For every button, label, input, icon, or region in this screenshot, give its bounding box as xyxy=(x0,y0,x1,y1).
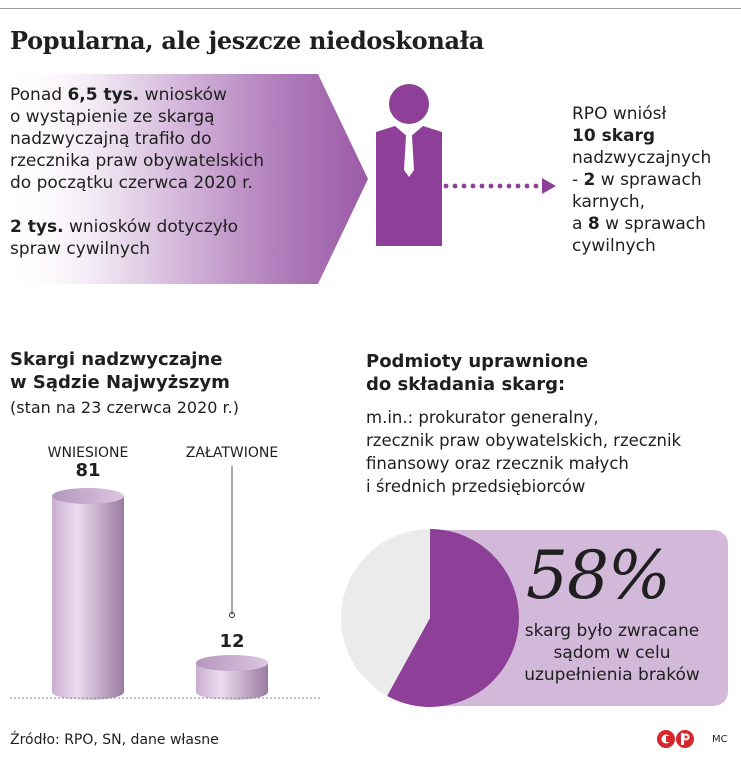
rpo-text: RPO wniósł 10 skarg nadzwyczajnych - 2 w… xyxy=(572,103,741,257)
bar-wniesione xyxy=(52,488,124,700)
dotted-arrow-icon xyxy=(443,178,556,194)
bar-zalatwione xyxy=(196,654,268,700)
pie-description-line: sądom w celu xyxy=(553,643,671,663)
rpo-line: cywilnych xyxy=(572,236,656,256)
intro-text-part: Ponad xyxy=(10,85,68,105)
source-note: Źródło: RPO, SN, dane własne xyxy=(10,732,219,748)
intro-line: o wystąpienie ze skargą xyxy=(10,107,215,127)
intro-highlight: 2 tys. xyxy=(10,217,64,237)
rpo-highlight: 2 xyxy=(583,170,596,190)
podmioty-line: m.in.: prokurator generalny, xyxy=(366,408,599,427)
cp-logo-icon xyxy=(657,730,694,748)
author-credit: MC xyxy=(712,734,728,745)
category-label: ZAŁATWIONE xyxy=(186,445,278,461)
intro-text-part: wniosków dotyczyło xyxy=(63,217,239,237)
rpo-text-part: w sprawach xyxy=(595,170,702,190)
pie-description: skarg było zwracane sądom w celu uzupełn… xyxy=(498,620,726,686)
intro-line: rzecznika praw obywatelskich xyxy=(10,151,264,171)
bar-body xyxy=(52,496,124,692)
podmioty-line: i średnich przedsiębiorców xyxy=(366,477,586,496)
sn-subtitle: (stan na 23 czerwca 2020 r.) xyxy=(10,398,239,417)
pie-description-line: uzupełnienia braków xyxy=(524,665,700,685)
top-rule xyxy=(0,8,741,9)
intro-line: nadzwyczajną trafiło do xyxy=(10,129,212,149)
intro-text: Ponad 6,5 tys. wniosków o wystąpienie ze… xyxy=(10,84,330,260)
rpo-line: nadzwyczajnych xyxy=(572,148,712,168)
bar-base xyxy=(196,684,268,700)
bar-cap xyxy=(196,654,268,671)
bar-value-label: 81 xyxy=(75,460,100,481)
bar-base xyxy=(52,684,124,700)
intro-highlight: 6,5 tys. xyxy=(67,85,140,105)
podmioty-line: rzecznik praw obywatelskich, rzecznik xyxy=(366,431,682,450)
leader-dot xyxy=(229,612,235,618)
bar-value-label: 12 xyxy=(219,631,244,652)
intro-line: do początku czerwca 2020 r. xyxy=(10,173,253,193)
podmioty-list: m.in.: prokurator generalny, rzecznik pr… xyxy=(366,406,736,498)
person-icon xyxy=(376,84,442,246)
big-arrow-shape xyxy=(0,74,368,284)
pie-slice-returned xyxy=(387,529,519,707)
rpo-highlight: 10 skarg xyxy=(572,126,656,146)
intro-line: spraw cywilnych xyxy=(10,239,151,259)
category-label: WNIESIONE xyxy=(48,445,129,461)
rpo-line: RPO wniósł xyxy=(572,104,667,124)
cylinder-chart: WNIESIONE ZAŁATWIONE 81 12 xyxy=(10,445,320,700)
podmioty-title-line: Podmioty uprawnione xyxy=(366,351,589,372)
rpo-highlight: 8 xyxy=(587,214,600,234)
pie-chart xyxy=(341,529,728,707)
rpo-text-part: w sprawach xyxy=(599,214,706,234)
podmioty-title: Podmioty uprawnione do składania skarg: xyxy=(366,350,726,396)
rpo-text-part: - xyxy=(572,170,584,190)
hero-graphic xyxy=(0,74,556,284)
intro-text-part: wniosków xyxy=(139,85,227,105)
bar-cap xyxy=(52,488,124,504)
sn-title-line: Skargi nadzwyczajne xyxy=(10,349,223,370)
page-title: Popularna, ale jeszcze niedoskonała xyxy=(10,26,484,55)
podmioty-line: finansowy oraz rzecznik małych xyxy=(366,454,629,473)
rpo-text-part: a xyxy=(572,214,588,234)
pie-percentage: 58% xyxy=(526,537,671,614)
podmioty-title-line: do składania skarg: xyxy=(366,374,566,395)
sn-section-title: Skargi nadzwyczajne w Sądzie Najwyższym xyxy=(10,348,330,394)
pie-description-line: skarg było zwracane xyxy=(524,621,700,641)
rpo-line: karnych, xyxy=(572,192,646,212)
sn-title-line: w Sądzie Najwyższym xyxy=(10,372,230,393)
